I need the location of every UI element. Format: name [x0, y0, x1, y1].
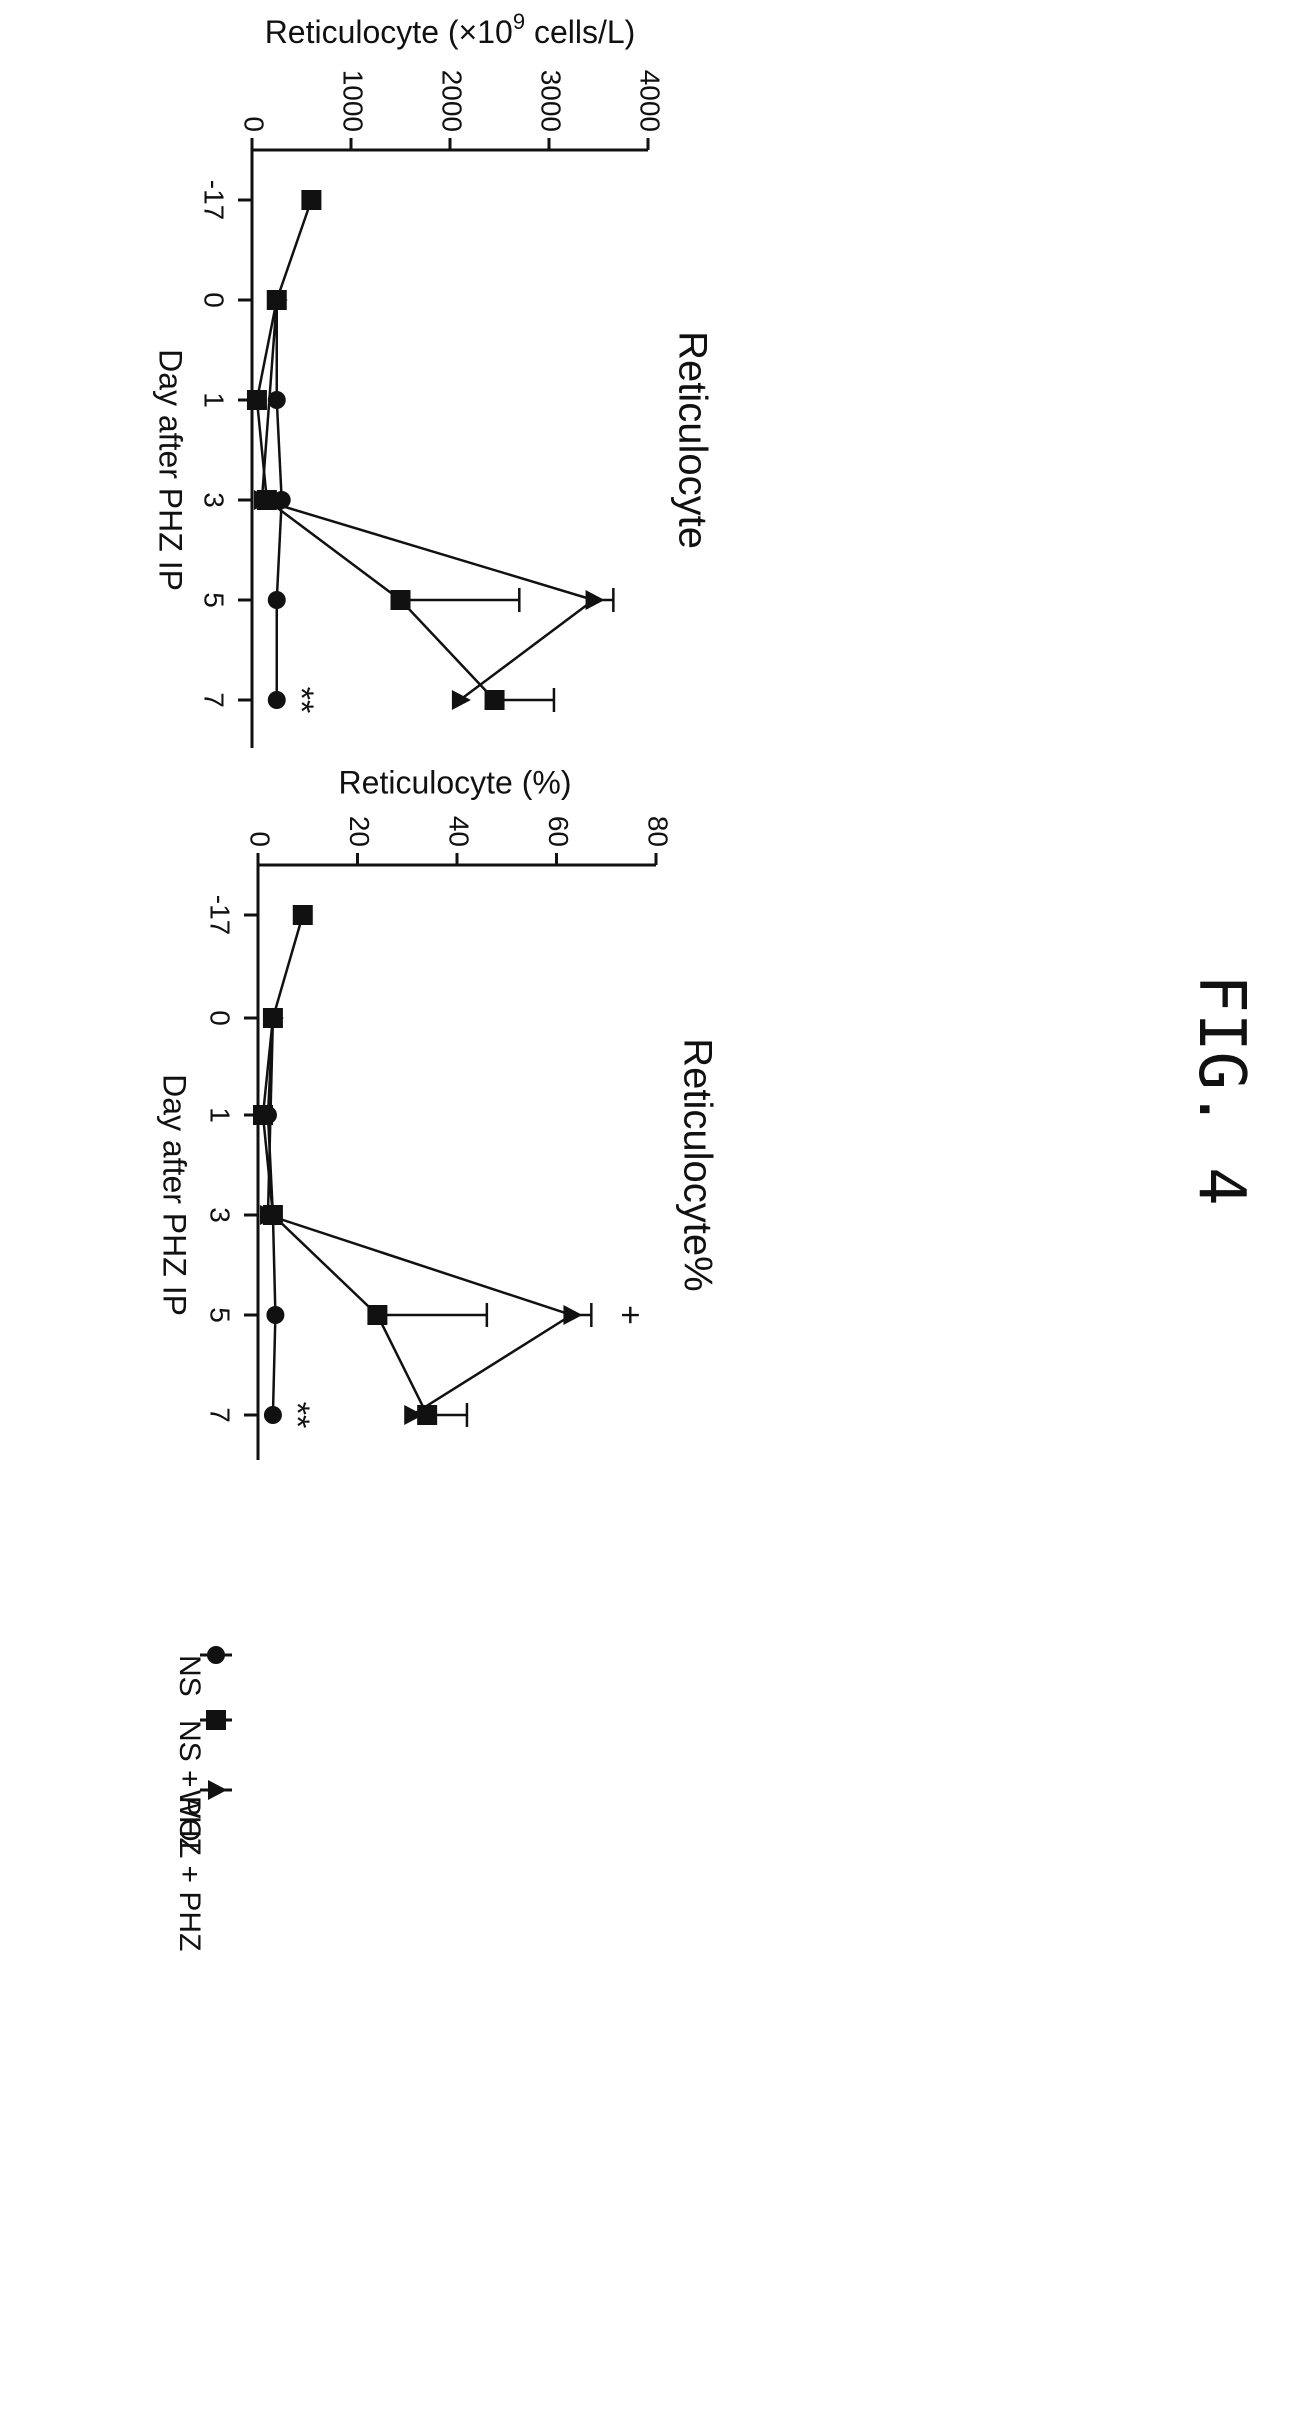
- data-point: [451, 690, 471, 710]
- data-point: [585, 590, 605, 610]
- category-tick-label: 3: [205, 1207, 236, 1223]
- legend-label: NS: [173, 1655, 206, 1697]
- legend-item-ns-phz: NS + PHZ: [173, 1710, 232, 1856]
- legend-label: WOL + PHZ: [173, 1790, 206, 1951]
- category-tick-label: 0: [205, 1010, 236, 1026]
- chart-reticulocyte-percent: Reticulocyte% 0 20 40 60 80 Reticulocyte (%) -1…: [157, 764, 719, 1460]
- data-point: [367, 1305, 388, 1325]
- significance-annotation: **: [278, 1402, 316, 1428]
- data-point: [301, 190, 322, 210]
- series-line: [255, 199, 496, 701]
- data-point: [563, 1305, 583, 1325]
- category-tick-label: -17: [205, 895, 236, 935]
- category-tick-label: 7: [199, 692, 230, 708]
- chart-title: Reticulocyte: [670, 331, 714, 549]
- series-wol-phz: [253, 290, 615, 710]
- chart-reticulocyte-count: Reticulocyte 0 1000 2000 3000 4000 Reticulocyt…: [153, 9, 714, 748]
- series-wol-phz: [259, 1008, 593, 1425]
- legend-marker: [206, 1710, 226, 1730]
- data-point: [404, 1405, 424, 1425]
- value-tick-label: 4000: [635, 70, 666, 132]
- series-ns-phz: [252, 905, 489, 1427]
- value-axis-label: Reticulocyte (%): [339, 764, 572, 800]
- data-point: [292, 905, 313, 925]
- data-point: [253, 490, 273, 510]
- value-tick-label: 1000: [338, 70, 369, 132]
- data-point: [267, 591, 286, 609]
- chart-title: Reticulocyte%: [675, 1038, 719, 1291]
- data-point: [267, 691, 286, 709]
- category-tick-label: 7: [205, 1407, 236, 1423]
- data-point: [267, 391, 286, 409]
- series-ns: [267, 291, 291, 709]
- legend-item-wol-phz: WOL + PHZ: [173, 1780, 232, 1951]
- data-point: [266, 1306, 285, 1324]
- significance-annotation: **: [282, 687, 320, 713]
- category-axis-label: Day after PHZ IP: [157, 1074, 193, 1316]
- value-tick-label: 2000: [437, 70, 468, 132]
- category-tick-label: 1: [199, 392, 230, 408]
- category-tick-label: 1: [205, 1107, 236, 1123]
- value-tick-label: 60: [543, 816, 574, 847]
- category-axis-label: Day after PHZ IP: [153, 349, 189, 591]
- value-axis-label: Reticulocyte (×109 cells/L): [265, 9, 636, 51]
- value-axis-label-tail: cells/L): [525, 14, 635, 50]
- data-point: [252, 1105, 273, 1125]
- series-line: [260, 299, 597, 702]
- data-point: [268, 290, 288, 310]
- data-point: [246, 390, 267, 410]
- data-point: [264, 1008, 284, 1028]
- legend-item-ns: NS: [173, 1646, 232, 1697]
- category-tick-label: 3: [199, 492, 230, 508]
- value-tick-label: 40: [444, 816, 475, 847]
- value-tick-label: 80: [643, 816, 674, 847]
- series-ns-phz: [246, 190, 556, 712]
- category-tick-label: 0: [199, 292, 230, 308]
- value-axis-label-sup: 9: [513, 9, 525, 34]
- figure-label: FIG. 4: [1184, 974, 1258, 1205]
- legend-label: NS + PHZ: [173, 1720, 206, 1856]
- legend-marker: [207, 1646, 225, 1664]
- data-point: [259, 1205, 279, 1225]
- value-axis-label-main: Reticulocyte (×10: [265, 14, 513, 50]
- series-line: [266, 1017, 575, 1417]
- category-tick-label: 5: [199, 592, 230, 608]
- category-tick-label: -17: [199, 180, 230, 220]
- data-point: [390, 590, 411, 610]
- value-tick-label: 0: [245, 831, 276, 847]
- data-point: [484, 690, 505, 710]
- significance-annotation: +: [611, 1305, 649, 1325]
- category-tick-label: 5: [205, 1307, 236, 1323]
- series-line: [261, 914, 429, 1416]
- value-tick-label: 3000: [536, 70, 567, 132]
- data-point: [263, 1406, 282, 1424]
- value-tick-label: 20: [344, 816, 375, 847]
- legend-marker: [208, 1780, 227, 1800]
- value-tick-label: 0: [239, 116, 270, 132]
